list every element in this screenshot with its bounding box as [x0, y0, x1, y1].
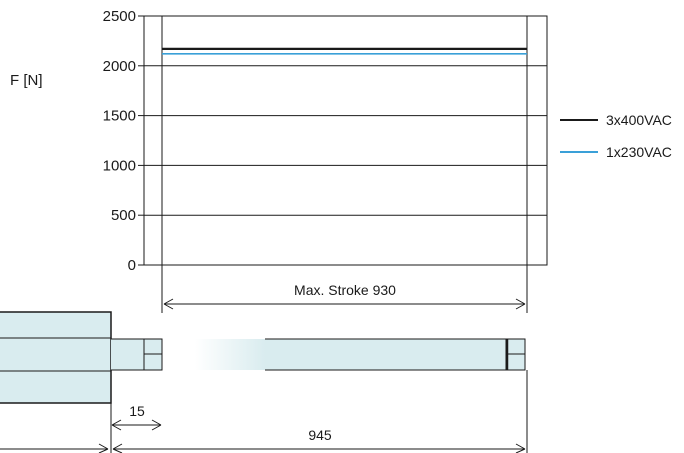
legend-label: 1x230VAC: [606, 144, 672, 160]
length-arrow-right: [515, 443, 526, 453]
plot-frame: [143, 15, 548, 266]
y-tick-label: 2000: [103, 58, 136, 75]
length-label: 945: [308, 427, 332, 443]
actuator-housing: [0, 311, 112, 404]
offset-label: 15: [129, 403, 145, 419]
offset-arrow-right: [151, 419, 162, 431]
grid-lines: [138, 15, 547, 266]
offset-arrow-left: [111, 419, 122, 431]
series-lines: [162, 47, 527, 55]
length-arrow-mid: [112, 443, 123, 453]
legend: 3x400VAC 1x230VAC: [560, 112, 672, 160]
y-axis-label: F [N]: [10, 72, 43, 89]
y-tick-label: 1500: [103, 108, 136, 125]
y-tick-label: 0: [128, 257, 136, 274]
rod-neck: [111, 339, 144, 370]
y-tick-labels: 0 500 1000 1500 2000 2500: [103, 8, 136, 274]
y-tick-label: 500: [111, 207, 136, 224]
max-stroke-arrow-right: [515, 298, 526, 310]
y-tick-label: 1000: [103, 157, 136, 174]
max-stroke-arrow-left: [163, 298, 174, 310]
legend-label: 3x400VAC: [606, 112, 672, 128]
y-tick-label: 2500: [103, 8, 136, 25]
length-left-arrow: [98, 443, 109, 453]
extended-rod: [265, 339, 506, 370]
max-stroke-label: Max. Stroke 930: [294, 282, 396, 298]
actuator-drawing: [0, 311, 526, 404]
rod-fade: [195, 339, 265, 370]
